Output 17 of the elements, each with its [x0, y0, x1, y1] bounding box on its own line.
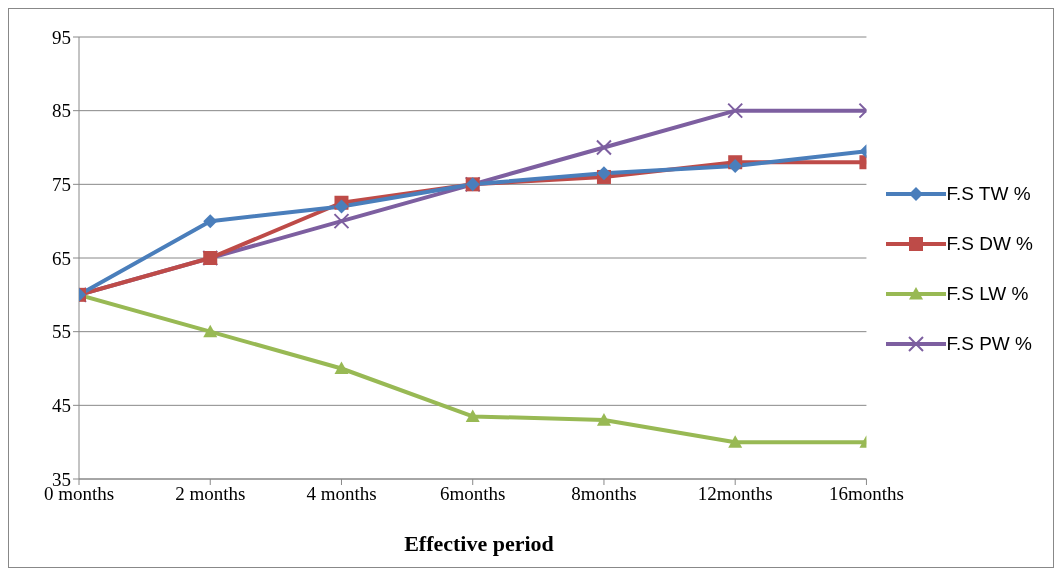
x-axis-title: Effective period	[403, 531, 555, 557]
x-tick-label: 4 months	[306, 483, 377, 505]
legend-label: F.S PW %	[946, 333, 1032, 355]
legend-label: F.S DW %	[946, 233, 1033, 255]
y-tick-label: 55	[52, 321, 71, 343]
y-tick-label: 45	[52, 395, 71, 417]
y-tick-label: 85	[52, 100, 71, 122]
x-tick-label: 12months	[697, 483, 773, 505]
x-tick-label: 16months	[828, 483, 904, 505]
y-tick-label: 95	[52, 26, 71, 48]
legend-label: F.S TW %	[946, 183, 1031, 205]
x-tick-label: 6months	[439, 483, 506, 505]
y-tick-label: 75	[52, 174, 71, 196]
x-tick-label: 8months	[571, 483, 637, 505]
y-tick-label: 65	[52, 247, 71, 269]
x-tick-label: 2 months	[175, 483, 246, 505]
legend-label: F.S LW %	[946, 283, 1029, 305]
